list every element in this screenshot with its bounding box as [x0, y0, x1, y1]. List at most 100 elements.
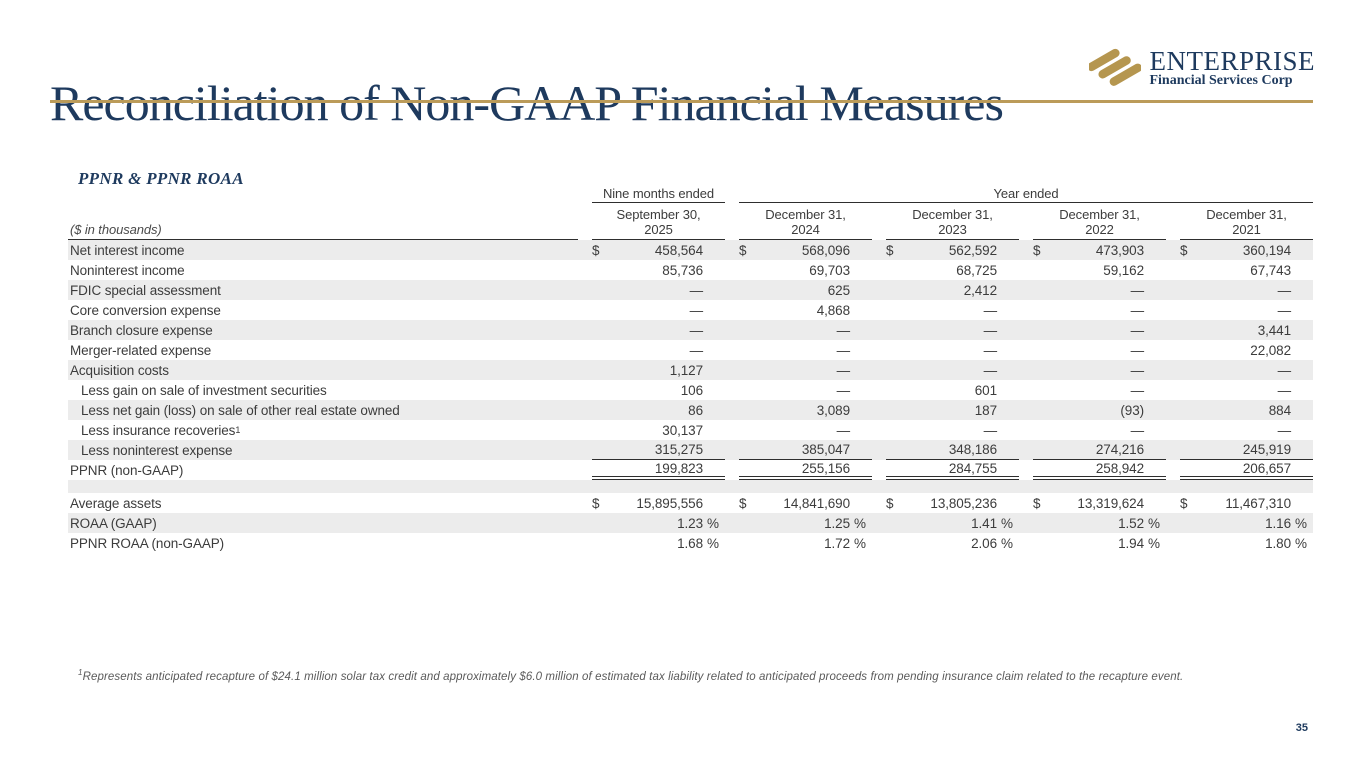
cell-value: 68,725 [956, 262, 997, 278]
cell-value: — [1130, 362, 1145, 378]
percent-symbol: % [854, 515, 866, 531]
date-line1: September 30, [616, 207, 701, 222]
value-cell: 1.80% [1180, 533, 1313, 553]
value-cell: (93) [1033, 400, 1166, 420]
row-label: Branch closure expense [70, 322, 213, 338]
table-row: Less net gain (loss) on sale of other re… [68, 400, 1313, 420]
table-row: PPNR ROAA (non-GAAP) 1.68% 1.72% 2.06% 1.94%… [68, 533, 1313, 553]
cell-value: 4,868 [816, 302, 850, 318]
cell-value: 11,467,310 [1225, 495, 1291, 511]
cell-value: — [983, 362, 998, 378]
value-cell: 245,919 [1180, 440, 1313, 460]
value-cell: 1.25% [739, 513, 872, 533]
value-cell: 2,412 [886, 280, 1019, 300]
value-cell: — [1033, 360, 1166, 380]
units-label: ($ in thousands) [70, 222, 162, 237]
value-cell: — [886, 420, 1019, 440]
value-cell: $13,319,624 [1033, 493, 1166, 513]
date-line2: 2021 [1232, 222, 1261, 237]
section-heading: PPNR & PPNR ROAA [78, 169, 244, 189]
cell-value: 601 [974, 382, 997, 398]
cell-value: 284,755 [948, 460, 997, 476]
value-cell: — [1180, 280, 1313, 300]
page-number: 35 [1295, 722, 1308, 734]
value-cell: 3,441 [1180, 320, 1313, 340]
value-cell: 1.52% [1033, 513, 1166, 533]
row-label: PPNR ROAA (non-GAAP) [70, 535, 225, 551]
row-label: Less noninterest expense [81, 442, 233, 458]
value-cell: 187 [886, 400, 1019, 420]
cell-value: 106 [680, 382, 703, 398]
value-cell: 86 [592, 400, 725, 420]
value-cell: 1.41% [886, 513, 1019, 533]
cell-value: 258,942 [1095, 460, 1144, 476]
value-cell: — [739, 380, 872, 400]
value-cell: — [1033, 420, 1166, 440]
value-cell: 625 [739, 280, 872, 300]
table-row: Core conversion expense — 4,868 — — — [68, 300, 1313, 320]
table-row: Merger-related expense — — — — 22,082 [68, 340, 1313, 360]
cell-value: 1.23 [677, 515, 703, 531]
value-cell: — [1180, 300, 1313, 320]
cell-value: 1.68 [677, 535, 703, 551]
row-label: Less insurance recoveries 1 [81, 422, 241, 438]
value-cell: 284,755 [886, 460, 1019, 480]
value-cell: — [1180, 360, 1313, 380]
cell-value: — [1277, 282, 1292, 298]
title-underline [50, 100, 1313, 103]
currency-symbol: $ [886, 242, 894, 258]
cell-value: 1.94 [1118, 535, 1144, 551]
table-row: Average assets $15,895,556 $14,841,690 $13,… [68, 493, 1313, 513]
row-label: Less gain on sale of investment securiti… [81, 382, 327, 398]
cell-value: — [1277, 382, 1292, 398]
cell-value: 69,703 [809, 262, 850, 278]
cell-value: — [836, 322, 851, 338]
value-cell: 85,736 [592, 260, 725, 280]
cell-value: — [689, 342, 704, 358]
value-cell: $13,805,236 [886, 493, 1019, 513]
cell-value: 199,823 [654, 460, 703, 476]
value-cell: — [592, 300, 725, 320]
cell-value: — [1130, 382, 1145, 398]
column-date-header: December 31, 2021 [1180, 207, 1313, 240]
footnote: 1Represents anticipated recapture of $24… [78, 668, 1278, 683]
value-cell: $11,467,310 [1180, 493, 1313, 513]
value-cell: 884 [1180, 400, 1313, 420]
value-cell: 274,216 [1033, 440, 1166, 460]
value-cell: 59,162 [1033, 260, 1166, 280]
column-date-header: December 31, 2024 [739, 207, 872, 240]
table-row: Net interest income $458,564 $568,096 $562,… [68, 240, 1313, 260]
row-label: PPNR (non-GAAP) [70, 462, 184, 478]
cell-value: — [836, 342, 851, 358]
cell-value: — [1130, 282, 1145, 298]
table-row: Less gain on sale of investment securiti… [68, 380, 1313, 400]
value-cell: — [592, 340, 725, 360]
cell-value: 348,186 [948, 442, 997, 457]
value-cell: 601 [886, 380, 1019, 400]
value-cell: 1.68% [592, 533, 725, 553]
cell-value: 1.80 [1265, 535, 1291, 551]
currency-symbol: $ [592, 495, 600, 511]
column-date-header: December 31, 2023 [886, 207, 1019, 240]
value-cell: 1.72% [739, 533, 872, 553]
cell-value: 315,275 [654, 442, 703, 457]
cell-value: 22,082 [1250, 342, 1291, 358]
value-cell: $15,895,556 [592, 493, 725, 513]
period-group-nine-months: Nine months ended [578, 186, 725, 203]
value-cell: 4,868 [739, 300, 872, 320]
value-cell: — [886, 320, 1019, 340]
value-cell: 69,703 [739, 260, 872, 280]
date-line2: 2025 [644, 222, 673, 237]
cell-value: 1.52 [1118, 515, 1144, 531]
cell-value: — [836, 382, 851, 398]
cell-value: 67,743 [1250, 262, 1291, 278]
value-cell: — [886, 360, 1019, 380]
period-label: Year ended [739, 186, 1313, 203]
spacer-row [68, 480, 1313, 493]
cell-value: 15,895,556 [636, 495, 703, 511]
cell-value: 884 [1268, 402, 1291, 418]
row-label: ROAA (GAAP) [70, 515, 157, 531]
row-label [68, 480, 1313, 493]
value-cell: $360,194 [1180, 240, 1313, 260]
value-cell: — [739, 340, 872, 360]
